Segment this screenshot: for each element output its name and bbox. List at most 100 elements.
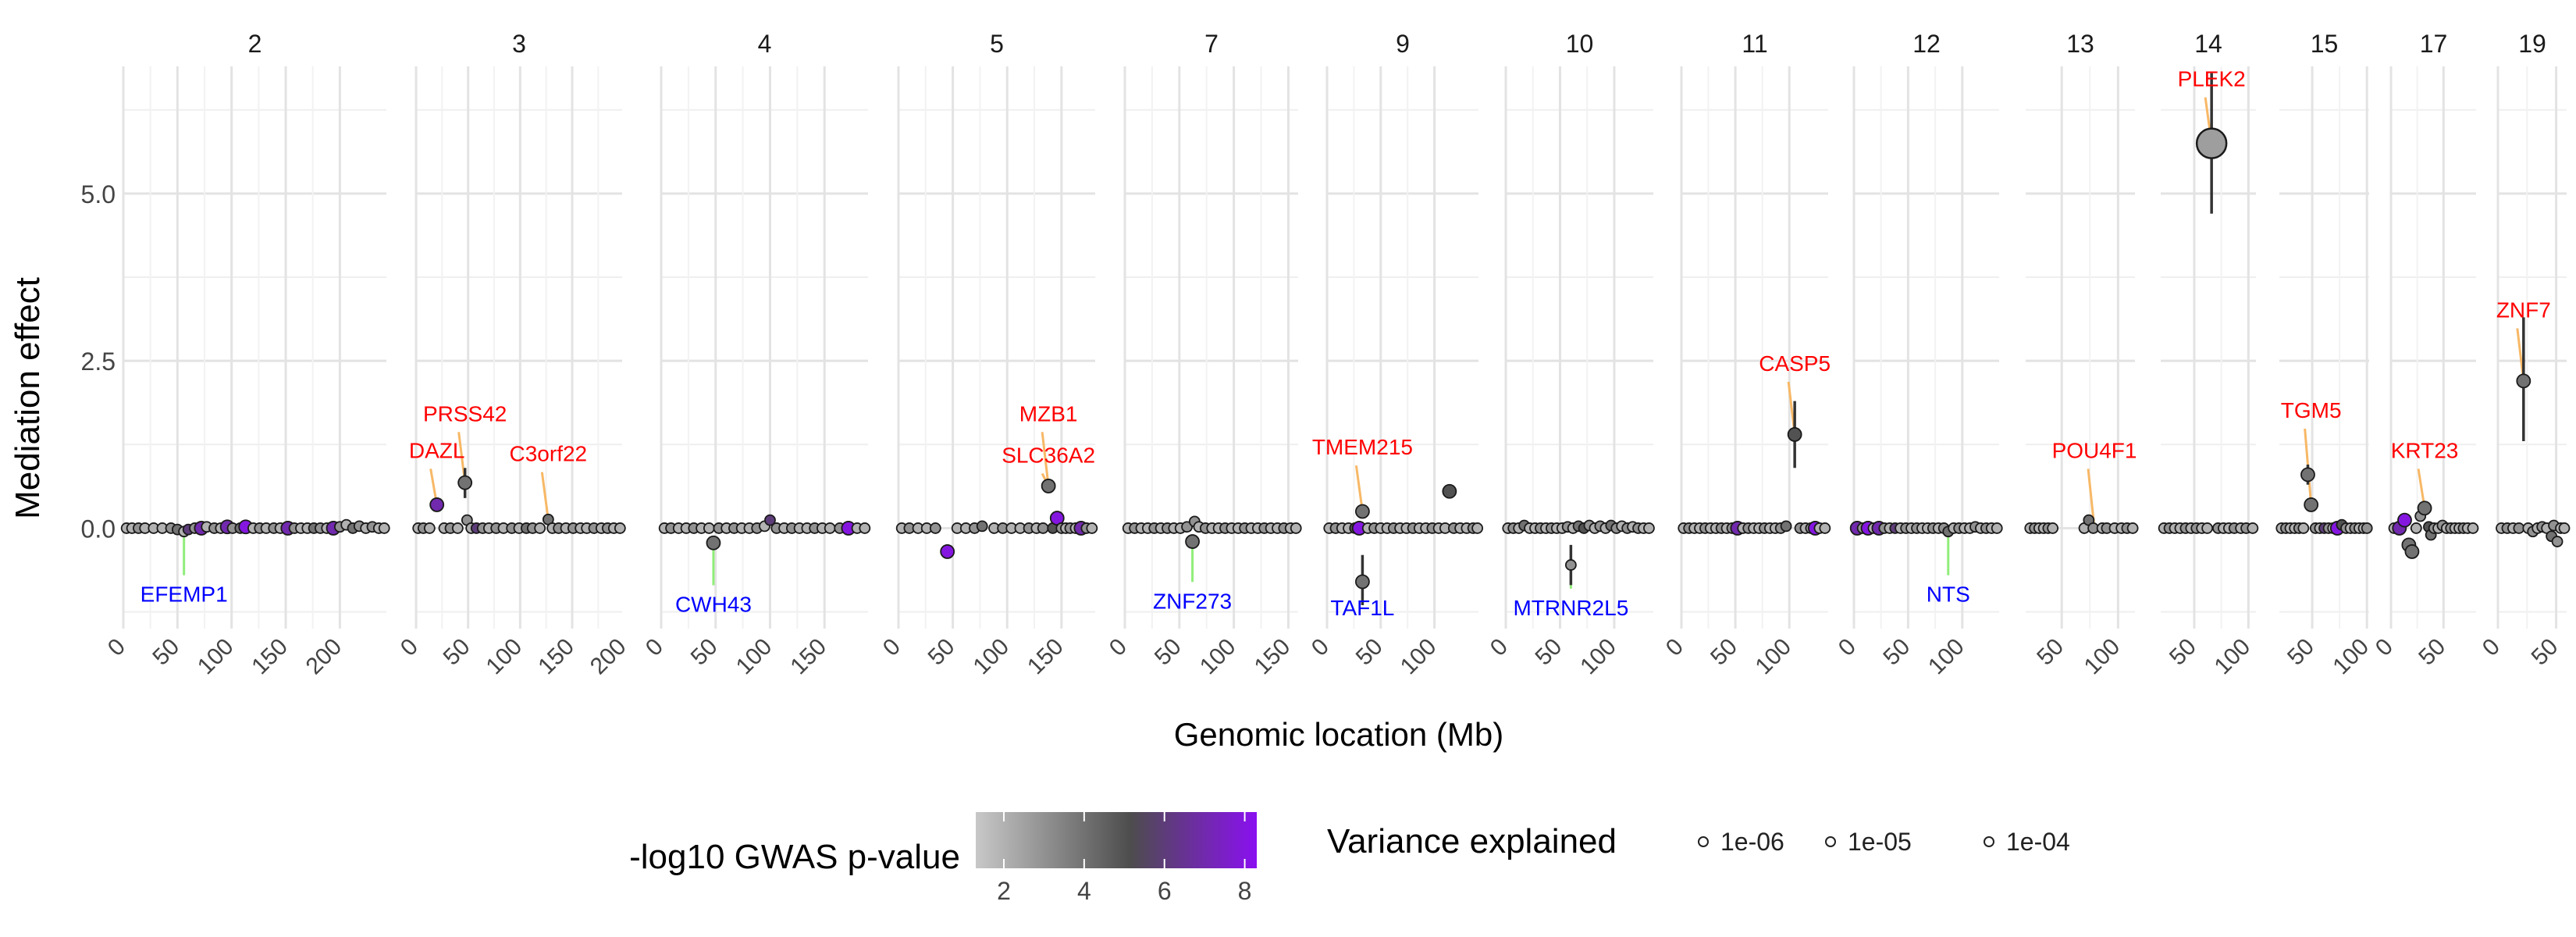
x-tick-label: 50 xyxy=(2032,634,2069,671)
facet-chr13: POU4F1 xyxy=(2024,66,2139,629)
facet-chr9: TMEM215 TAF1L xyxy=(1312,66,1484,629)
gene-label: NTS xyxy=(1927,583,1970,607)
facet-chr7: ZNF273 xyxy=(1122,66,1302,629)
facet-strip-label: 10 xyxy=(1566,30,1594,58)
data-point xyxy=(929,522,941,534)
x-tick-label: 100 xyxy=(193,634,239,680)
gene-label: POU4F1 xyxy=(2052,438,2137,462)
facet-chr10: MTRNR2L5 xyxy=(1502,66,1655,629)
data-point xyxy=(378,522,390,534)
data-point xyxy=(429,497,445,512)
facet-strip-label: 17 xyxy=(2420,30,2448,58)
facet-chr14: PLEK2 xyxy=(2158,66,2259,629)
x-tick-label: 0 xyxy=(2371,634,2398,661)
gene-label: PRSS42 xyxy=(423,401,507,426)
x-tick-label: 50 xyxy=(2527,634,2564,671)
label-connector xyxy=(1041,432,1050,486)
data-point xyxy=(2410,522,2422,534)
color-legend-bar xyxy=(976,812,1257,868)
y-tick-label: 0.0 xyxy=(81,515,116,543)
gene-label: PLEK2 xyxy=(2178,67,2246,91)
x-tick-label: 100 xyxy=(1750,634,1796,680)
facet-strip-label: 12 xyxy=(1912,30,1941,58)
x-axis-title: Genomic location (Mb) xyxy=(1174,716,1503,753)
x-tick-label: 100 xyxy=(1396,634,1442,680)
gene-label: SLC36A2 xyxy=(1002,443,1095,467)
facet-strip-label: 19 xyxy=(2518,30,2546,58)
gene-label: TMEM215 xyxy=(1312,435,1413,459)
data-point xyxy=(1643,522,1655,534)
data-point xyxy=(534,522,546,534)
color-legend-ticks: 2 4 6 8 xyxy=(997,812,1251,905)
data-point xyxy=(703,522,715,534)
data-point xyxy=(859,522,871,534)
x-tick-label: 0 xyxy=(1307,634,1334,661)
x-tick-label: 0 xyxy=(2478,634,2505,661)
x-tick-label: 50 xyxy=(1878,634,1915,671)
x-tick-label: 150 xyxy=(247,634,293,680)
facet-chr5: MZB1 SLC36A2 xyxy=(895,66,1098,629)
y-tick-label: 5.0 xyxy=(81,180,116,208)
x-tick-label: 0 xyxy=(396,634,423,661)
y-axis: 0.0 2.5 5.0 xyxy=(81,180,116,543)
data-point xyxy=(1355,504,1370,519)
facet-strips: 2 3 4 5 7 9 10 11 12 13 14 15 17 19 xyxy=(248,30,2546,58)
x-tick-label: 200 xyxy=(301,634,347,680)
x-tick-label: 0 xyxy=(641,634,668,661)
gene-label: TGM5 xyxy=(2281,398,2342,422)
size-legend-items: 1e-06 1e-05 1e-04 xyxy=(1698,828,2070,856)
data-point xyxy=(2300,467,2315,483)
x-tick-label: 50 xyxy=(148,634,184,671)
x-tick-label: 100 xyxy=(2328,634,2374,680)
x-tick-label: 0 xyxy=(1105,634,1132,661)
gene-label: EFEMP1 xyxy=(141,583,228,607)
size-legend-key xyxy=(1698,836,1709,847)
data-point xyxy=(457,475,473,490)
facet-chr19: ZNF7 xyxy=(2496,66,2571,629)
size-legend-label: 1e-06 xyxy=(1720,828,1784,856)
x-tick-label: 50 xyxy=(686,634,723,671)
data-point xyxy=(2516,373,2532,389)
data-point xyxy=(2404,544,2420,559)
data-point xyxy=(1991,522,2003,534)
data-point xyxy=(1780,520,1792,533)
data-point xyxy=(2467,522,2479,534)
facet-chr3: PRSS42 DAZL C3orf22 xyxy=(409,66,626,629)
gene-label: MZB1 xyxy=(1019,401,1078,426)
facet-strip-label: 7 xyxy=(1204,30,1219,58)
x-tick-label: 100 xyxy=(1195,634,1241,680)
x-tick-label: 0 xyxy=(1834,634,1861,661)
x-tick-label: 100 xyxy=(482,634,528,680)
data-point xyxy=(451,522,464,534)
data-point xyxy=(1181,521,1193,533)
facet-strip-label: 14 xyxy=(2194,30,2222,58)
y-tick-label: 2.5 xyxy=(81,347,116,376)
x-tick-label: 50 xyxy=(1150,634,1187,671)
x-tick-label: 200 xyxy=(585,634,632,680)
x-tick-label: 50 xyxy=(2414,634,2450,671)
x-tick-label: 100 xyxy=(1923,634,1969,680)
x-tick-label: 100 xyxy=(2210,634,2256,680)
x-tick-label: 100 xyxy=(2080,634,2126,680)
gene-label: CASP5 xyxy=(1759,351,1831,376)
data-point xyxy=(2126,522,2139,534)
gene-label: TAF1L xyxy=(1330,596,1394,620)
x-tick-label: 150 xyxy=(1250,634,1296,680)
data-point xyxy=(2558,522,2571,534)
facet-strip-label: 2 xyxy=(248,30,262,58)
gene-label: MTRNR2L5 xyxy=(1513,596,1628,620)
data-point xyxy=(1086,522,1098,534)
facet-chr2: EFEMP1 xyxy=(120,66,390,629)
data-point xyxy=(2201,522,2214,534)
x-tick-label: 0 xyxy=(878,634,906,661)
data-point xyxy=(2304,497,2319,512)
x-tick-label: 0 xyxy=(1485,634,1513,661)
data-point xyxy=(976,520,988,533)
x-tick-label: 100 xyxy=(968,634,1014,680)
data-point xyxy=(2551,536,2564,547)
data-point xyxy=(1041,479,1056,493)
data-point xyxy=(1787,427,1802,442)
x-tick-label: 150 xyxy=(1023,634,1069,680)
facet-panels: EFEMP1 PRSS42 DAZL C3orf22 CWH43 MZB1 SLC36A2 Z… xyxy=(120,66,2571,629)
